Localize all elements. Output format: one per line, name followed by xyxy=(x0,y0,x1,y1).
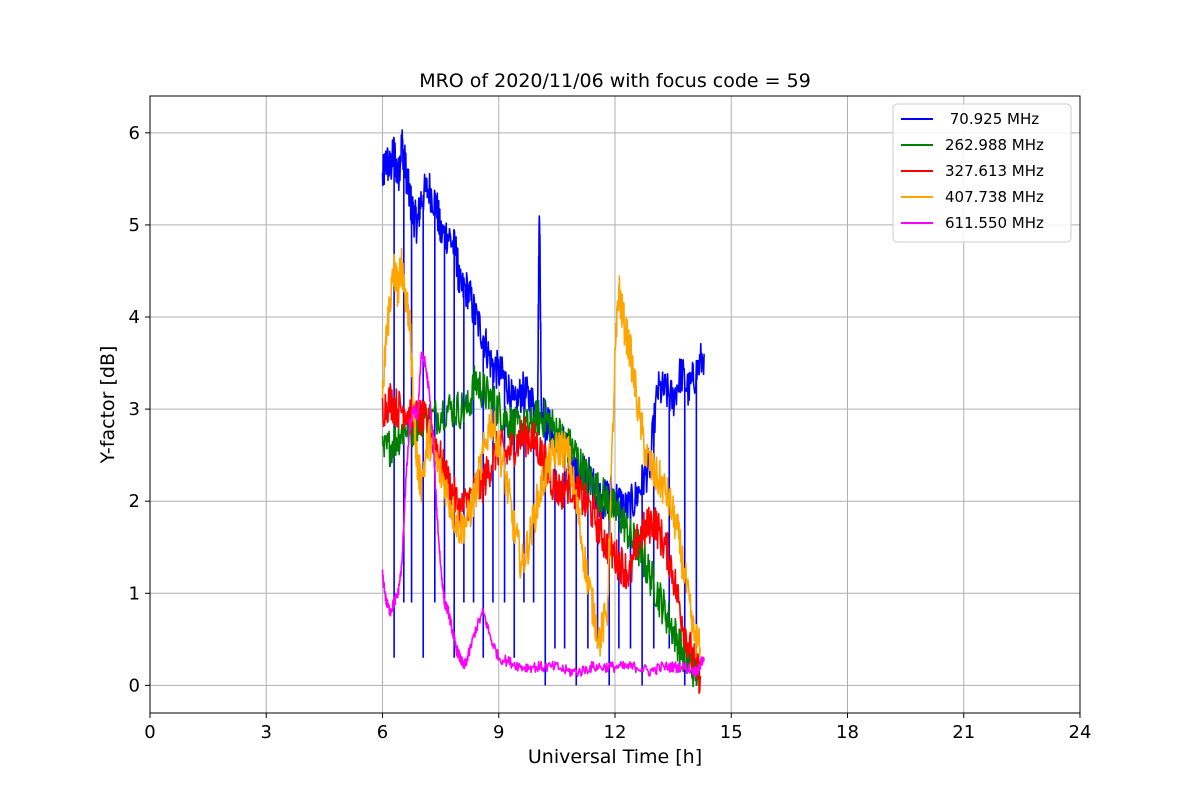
legend-entry: 611.550 MHz xyxy=(945,214,1044,232)
legend-entry: 70.925 MHz xyxy=(945,110,1039,128)
x-axis-label: Universal Time [h] xyxy=(528,746,702,768)
legend-entry: 262.988 MHz xyxy=(945,136,1044,154)
series-line xyxy=(381,247,702,658)
series-line xyxy=(381,351,705,677)
legend: 70.925 MHz 262.988 MHz 327.613 MHz 407.738 … xyxy=(892,103,1072,243)
y-axis-label: Y-factor [dB] xyxy=(97,346,119,465)
x-tick-label: 12 xyxy=(604,722,627,743)
plot-area xyxy=(381,129,705,694)
grid xyxy=(149,96,1081,713)
series-line xyxy=(381,129,705,526)
y-axis: 0 1 2 3 4 5 6 xyxy=(129,123,150,696)
x-tick-label: 0 xyxy=(144,722,155,743)
x-axis: 0 3 6 9 12 15 18 21 24 xyxy=(144,713,1091,743)
x-tick-label: 3 xyxy=(261,722,272,743)
y-tick-label: 3 xyxy=(129,399,140,420)
y-tick-label: 4 xyxy=(129,307,140,328)
x-tick-label: 24 xyxy=(1069,722,1092,743)
x-tick-label: 18 xyxy=(836,722,859,743)
legend-entry: 327.613 MHz xyxy=(945,162,1044,180)
x-tick-label: 21 xyxy=(952,722,975,743)
y-tick-label: 1 xyxy=(129,583,140,604)
chart-title: MRO of 2020/11/06 with focus code = 59 xyxy=(419,70,811,92)
x-tick-label: 9 xyxy=(493,722,504,743)
x-tick-label: 6 xyxy=(377,722,388,743)
y-tick-label: 6 xyxy=(129,123,140,144)
y-tick-label: 0 xyxy=(129,675,140,696)
y-tick-label: 5 xyxy=(129,215,140,236)
y-tick-label: 2 xyxy=(129,491,140,512)
series-line xyxy=(381,365,702,688)
x-tick-label: 15 xyxy=(720,722,743,743)
legend-box xyxy=(892,103,1072,243)
legend-entry: 407.738 MHz xyxy=(945,188,1044,206)
